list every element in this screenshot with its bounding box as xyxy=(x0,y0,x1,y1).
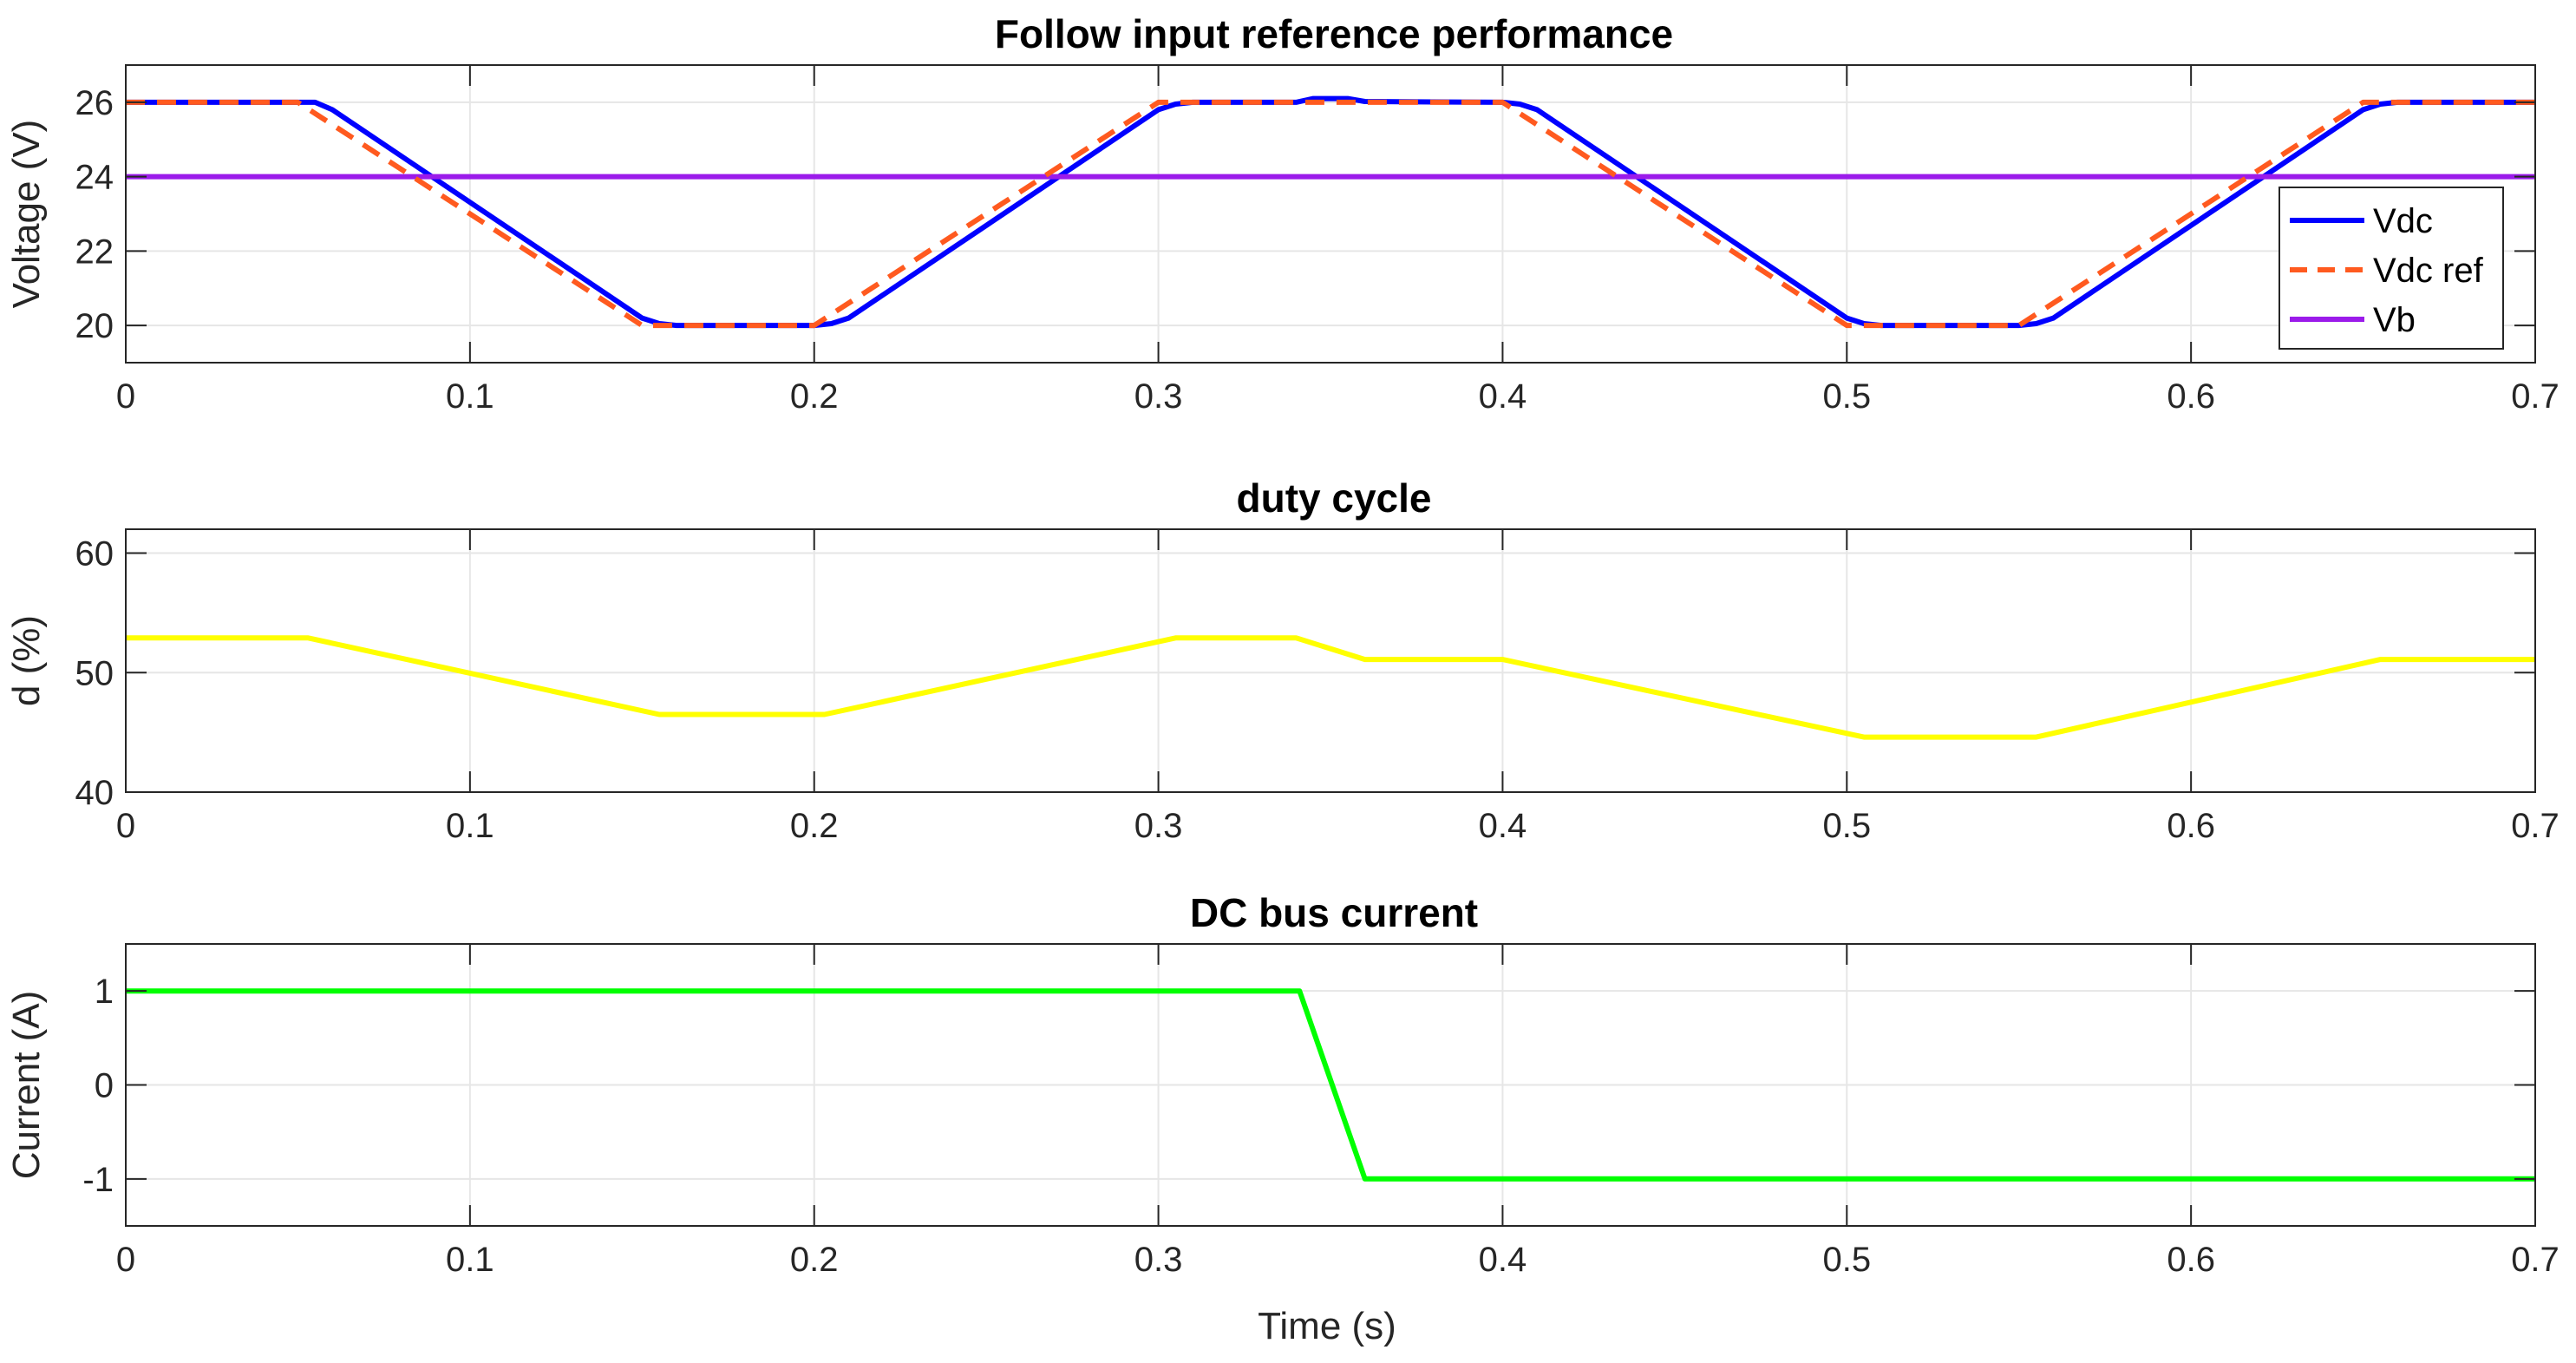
y-tick-label: 1 xyxy=(95,973,114,1011)
x-tick-label: 0.3 xyxy=(1134,807,1183,845)
legend-label-vb: Vb xyxy=(2373,301,2416,339)
chart-title: Follow input reference performance xyxy=(995,11,1673,56)
y-tick-label: 60 xyxy=(75,535,114,573)
x-tick-label: 0.5 xyxy=(1822,377,1871,416)
x-tick-label: 0.3 xyxy=(1134,1241,1183,1279)
x-tick-label: 0.7 xyxy=(2511,1241,2560,1279)
legend: Vdc Vdc ref Vb xyxy=(2279,187,2504,350)
x-tick-label: 0.5 xyxy=(1822,807,1871,845)
y-axis-label: Voltage (V) xyxy=(5,120,48,309)
x-tick-label: 0.2 xyxy=(790,807,839,845)
x-tick-label: 0.6 xyxy=(2167,377,2215,416)
chart-panels: 0 0.1 0.2 0.3 0.4 0.5 0.6 0.7 20 22 24 26 Follow inp… xyxy=(5,11,2560,1347)
x-tick-label: 0.5 xyxy=(1822,1241,1871,1279)
x-tick-label: 0.3 xyxy=(1134,377,1183,416)
axis-box xyxy=(125,528,2536,793)
series-group xyxy=(126,95,2535,329)
x-tick-label: 0 xyxy=(116,377,135,416)
x-tick-label: 0.6 xyxy=(2167,1241,2215,1279)
legend-label-vdc-ref: Vdc ref xyxy=(2373,252,2484,290)
series-line-d xyxy=(126,635,2535,740)
x-axis-label: Time (s) xyxy=(1258,1305,1396,1347)
y-tick-label: 50 xyxy=(75,654,114,692)
x-tick-label: 0.4 xyxy=(1479,807,1527,845)
x-tick-label: 0.1 xyxy=(446,377,494,416)
chart-title: DC bus current xyxy=(1190,890,1478,935)
y-axis-label: d (%) xyxy=(5,615,48,706)
x-tick-label: 0 xyxy=(116,807,135,845)
chart-panel-1: 0 0.1 0.2 0.3 0.4 0.5 0.6 0.7 20 22 24 26 Follow inp… xyxy=(5,11,2560,416)
x-tick-label: 0 xyxy=(116,1241,135,1279)
x-tick-label: 0.1 xyxy=(446,1241,494,1279)
chart-panel-3: 0 0.1 0.2 0.3 0.4 0.5 0.6 0.7 -1 0 1 DC bus current… xyxy=(5,890,2560,1347)
series-group xyxy=(126,988,2535,1182)
series-line-vdc-ref xyxy=(126,99,2535,329)
y-tick-label: 20 xyxy=(75,307,114,345)
series-line-vdc xyxy=(126,95,2535,329)
x-tick-label: 0.4 xyxy=(1479,1241,1527,1279)
y-axis-label: Current (A) xyxy=(5,991,48,1180)
y-tick-label: 40 xyxy=(75,774,114,812)
plot-area xyxy=(126,65,2535,363)
chart-panel-2: 0 0.1 0.2 0.3 0.4 0.5 0.6 0.7 40 50 60 duty cycle d … xyxy=(5,475,2560,845)
series-group xyxy=(126,635,2535,740)
y-tick-label: 0 xyxy=(95,1067,114,1105)
y-tick-label: 26 xyxy=(75,84,114,122)
x-tick-label: 0.2 xyxy=(790,377,839,416)
x-tick-label: 0.7 xyxy=(2511,807,2560,845)
x-tick-label: 0.6 xyxy=(2167,807,2215,845)
axis-box xyxy=(125,64,2536,364)
y-tick-label: -1 xyxy=(82,1161,114,1199)
y-tick-label: 24 xyxy=(75,159,114,197)
series-line-i xyxy=(126,988,2535,1182)
x-tick-label: 0.1 xyxy=(446,807,494,845)
legend-label-vdc: Vdc xyxy=(2373,202,2433,240)
plot-area xyxy=(126,529,2535,792)
y-tick-label: 22 xyxy=(75,233,114,271)
x-tick-label: 0.4 xyxy=(1479,377,1527,416)
x-tick-label: 0.7 xyxy=(2511,377,2560,416)
chart-title: duty cycle xyxy=(1237,475,1432,521)
x-tick-label: 0.2 xyxy=(790,1241,839,1279)
